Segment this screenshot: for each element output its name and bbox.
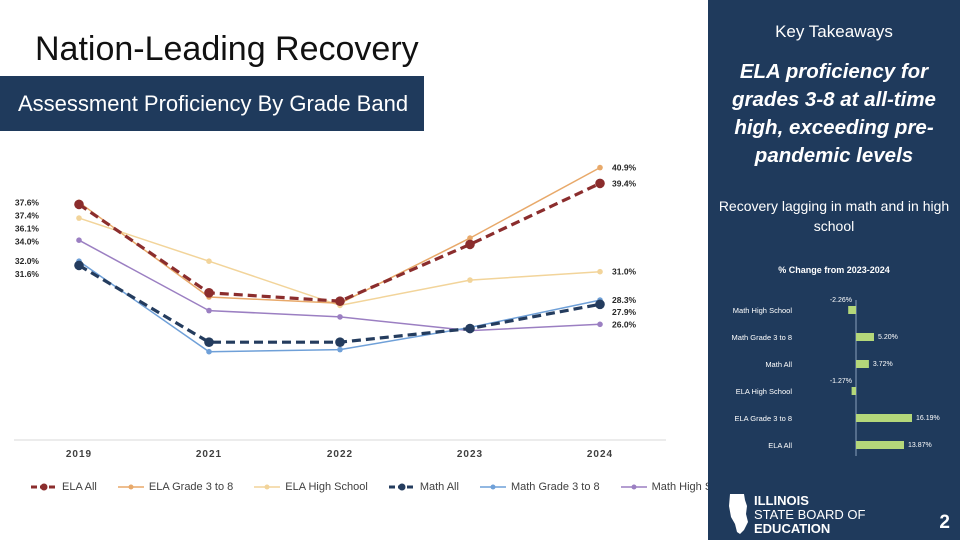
bar-value-label-ela-all: 13.87% <box>908 442 932 449</box>
legend-label-ela-all: ELA All <box>62 481 97 493</box>
bar-category-label-math-all: Math All <box>765 360 792 369</box>
chart-subtitle: Assessment Proficiency By Grade Band <box>18 90 409 116</box>
logo-line-1: ILLINOIS <box>754 493 809 508</box>
data-point-ela-all-2021 <box>204 288 214 298</box>
isbe-logo: ILLINOIS STATE BOARD OF EDUCATION <box>729 493 866 536</box>
legend-item-ela-grade-3-to-8: ELA Grade 3 to 8 <box>117 481 233 493</box>
bar-value-label-ela-high-school: -1.27% <box>830 378 852 385</box>
data-label-ela-grade-3-to-8-2019: 37.6% <box>15 197 40 207</box>
data-label-math-grade-3-to-8-2019: 32.0% <box>15 256 40 266</box>
legend-label-math-grade-3-to-8: Math Grade 3 to 8 <box>510 481 600 493</box>
data-label-ela-all-2024: 39.4% <box>612 178 637 188</box>
x-tick-label-2023: 2023 <box>457 449 483 460</box>
bar-value-label-math-grade-3-to-8: 5.20% <box>878 334 898 341</box>
data-label-ela-grade-3-to-8-2024: 40.9% <box>612 163 637 173</box>
data-point-ela-high-school-2023 <box>467 277 473 283</box>
legend-swatch-math-all <box>388 483 415 491</box>
data-label-ela-high-school-2019: 36.1% <box>15 223 40 233</box>
legend-label-ela-grade-3-to-8: ELA Grade 3 to 8 <box>148 481 234 493</box>
data-label-math-high-school-2019: 34.0% <box>15 236 40 246</box>
bar-category-label-ela-grade-3-to-8: ELA Grade 3 to 8 <box>734 414 792 423</box>
data-point-ela-grade-3-to-8-2024 <box>597 164 603 171</box>
legend-swatch-marker <box>631 484 637 490</box>
logo-line-2: STATE BOARD OF <box>754 507 866 522</box>
legend-item-math-grade-3-to-8: Math Grade 3 to 8 <box>479 481 600 493</box>
legend-item-math-all: Math All <box>388 481 459 493</box>
data-label-ela-high-school-2024: 31.0% <box>612 267 637 277</box>
data-point-ela-high-school-2024 <box>597 268 603 275</box>
x-tick-label-2019: 2019 <box>66 449 92 460</box>
logo-line-3: EDUCATION <box>754 521 830 536</box>
data-label-math-high-school-2024: 26.0% <box>612 319 637 329</box>
chart-subtitle-banner: Assessment Proficiency By Grade Band <box>0 76 424 131</box>
legend-swatch-math-high-school <box>620 484 647 490</box>
bar-ela-grade-3-to-8 <box>856 414 912 422</box>
x-tick-label-2024: 2024 <box>587 449 613 460</box>
data-point-math-all-2024 <box>595 299 605 310</box>
legend-swatch-marker <box>264 484 270 490</box>
data-point-ela-all-2019 <box>74 199 84 210</box>
data-point-ela-grade-3-to-8-2023 <box>467 235 473 241</box>
bar-category-label-ela-high-school: ELA High School <box>736 387 793 396</box>
data-point-ela-all-2023 <box>465 239 475 250</box>
takeaways-title: Key Takeaways <box>775 22 893 41</box>
data-point-math-grade-3-to-8-2021 <box>206 348 212 355</box>
legend-swatch-marker <box>490 484 496 490</box>
data-point-math-grade-3-to-8-2022 <box>337 346 343 353</box>
bar-value-label-math-high-school: -2.26% <box>830 297 852 304</box>
data-point-math-all-2019 <box>74 260 84 271</box>
bar-ela-all <box>856 441 904 449</box>
chart-legend: ELA All ELA Grade 3 to 8 ELA High School Ma… <box>30 481 738 493</box>
data-label-math-all-2024: 27.9% <box>612 307 637 317</box>
data-label-math-all-2019: 31.6% <box>15 269 40 279</box>
data-point-math-high-school-2021 <box>206 307 212 314</box>
data-label-math-grade-3-to-8-2024: 28.3% <box>612 295 637 305</box>
bar-category-label-math-high-school: Math High School <box>733 306 793 315</box>
data-point-math-all-2021 <box>204 337 214 347</box>
legend-label-ela-high-school: ELA High School <box>285 481 368 493</box>
key-takeaways-panel: Key Takeaways ELA proficiency for grades… <box>708 0 960 540</box>
bar-ela-high-school <box>851 387 856 395</box>
takeaways-subhead: Recovery lagging in math and in high sch… <box>718 198 950 234</box>
legend-swatch-ela-grade-3-to-8 <box>117 484 144 490</box>
legend-swatch-ela-all <box>31 483 57 491</box>
data-point-math-high-school-2022 <box>337 314 343 320</box>
page-number: 2 <box>939 512 950 533</box>
x-tick-label-2022: 2022 <box>327 449 353 460</box>
bar-math-high-school <box>848 306 856 314</box>
data-label-ela-all-2019: 37.4% <box>15 210 40 220</box>
data-point-ela-high-school-2019 <box>76 215 82 221</box>
legend-swatch-marker <box>398 483 406 491</box>
data-point-math-all-2022 <box>335 337 345 347</box>
data-point-math-high-school-2019 <box>76 237 82 243</box>
legend-swatch-marker <box>128 484 134 490</box>
bar-math-grade-3-to-8 <box>856 333 874 341</box>
legend-swatch-marker <box>40 483 48 491</box>
illinois-state-icon <box>729 494 748 534</box>
legend-swatch-math-grade-3-to-8 <box>479 484 506 490</box>
data-point-ela-all-2024 <box>595 178 605 189</box>
bar-category-label-math-grade-3-to-8: Math Grade 3 to 8 <box>732 333 792 342</box>
percent-change-bar-chart: Math High School -2.26% Math Grade 3 to 8 5… <box>732 297 940 456</box>
data-point-ela-high-school-2021 <box>206 258 212 264</box>
bar-value-label-ela-grade-3-to-8: 16.19% <box>916 415 940 422</box>
page-title: Nation-Leading Recovery <box>35 30 419 68</box>
proficiency-line-chart: 2019 2021 2022 2023 2024 37.6% 37.4% 36.1% 34.0%… <box>14 163 666 460</box>
data-point-ela-all-2022 <box>335 296 345 306</box>
x-tick-label-2021: 2021 <box>196 449 222 460</box>
legend-item-ela-high-school: ELA High School <box>253 481 368 493</box>
bar-value-label-math-all: 3.72% <box>873 361 893 368</box>
data-point-math-all-2023 <box>465 323 475 334</box>
change-chart-title: % Change from 2023-2024 <box>778 265 890 275</box>
legend-label-math-all: Math All <box>419 481 459 493</box>
data-point-math-high-school-2024 <box>597 321 603 328</box>
legend-item-ela-all: ELA All <box>30 481 97 493</box>
legend-swatch-ela-high-school <box>254 484 281 490</box>
series-line-ela-all <box>78 181 601 303</box>
series-line-ela-high-school <box>78 217 601 307</box>
takeaways-headline: ELA proficiency for grades 3-8 at all-ti… <box>732 60 936 167</box>
bar-category-label-ela-all: ELA All <box>768 441 792 450</box>
bar-math-all <box>856 360 869 368</box>
